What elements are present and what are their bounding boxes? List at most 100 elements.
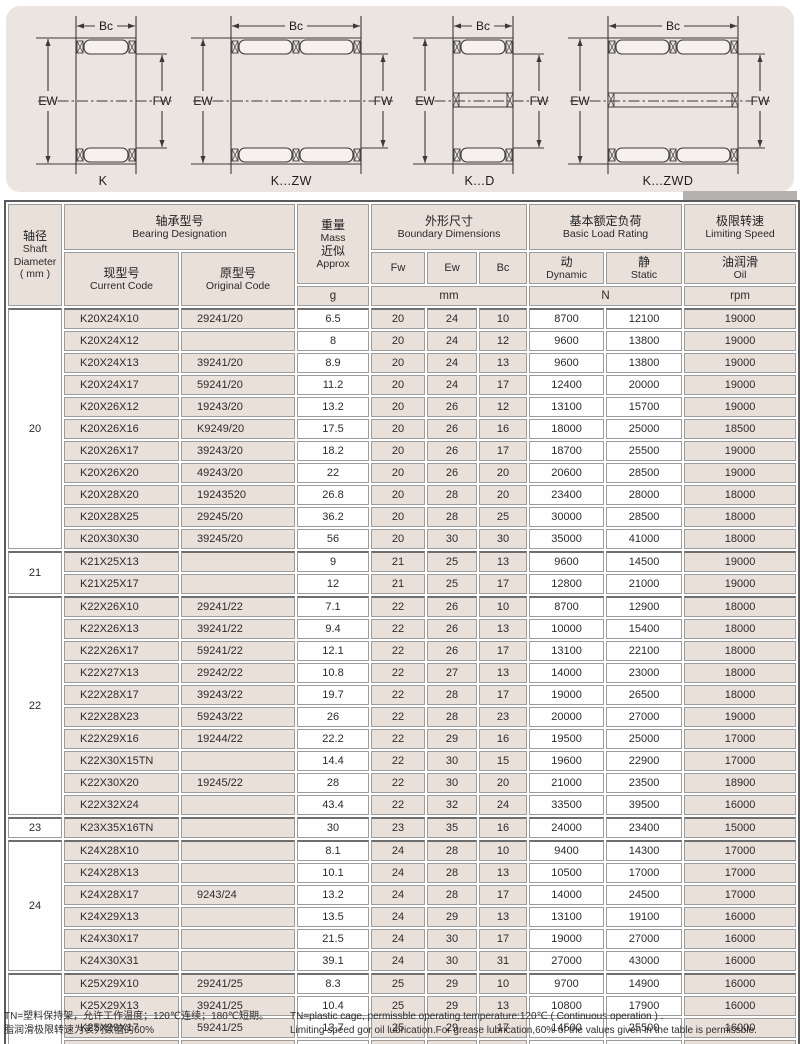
table-row: K22X28X17 39243/22 19.7 22 28 17 19000 26500 180… [8,685,797,705]
bearing-code-cell: K22X28X23 [64,707,179,727]
header-boundary-dimensions: 外形尺寸 Boundary Dimensions [371,204,528,250]
fw-cell: 24 [371,907,425,927]
static-load-cell: 23500 [606,773,683,793]
diagram-k-d: Bc EW FW K...D [407,10,553,188]
static-load-cell: 15400 [606,619,683,639]
bearing-code-cell: K20X24X12 [64,331,179,351]
dynamic-load-cell: 33500 [529,795,605,815]
mass-cell: 12.1 [297,641,369,661]
fw-cell: 22 [371,596,425,617]
bearing-code-cell: K20X24X13 [64,353,179,373]
diagram-k-zw: Bc EW FW K...ZW [185,10,397,188]
table-row: K20X24X17 59241/20 11.2 20 24 17 12400 20000 190… [8,375,797,395]
bc-cell: 10 [479,596,528,617]
original-code-cell: 29242/25 [181,1040,295,1044]
table-row: 23 K23X35X16TN 30 23 35 16 24000 23400 15000 [8,817,797,838]
ew-cell: 35 [427,817,477,838]
fw-cell: 24 [371,929,425,949]
mass-cell: 8 [297,331,369,351]
dynamic-load-cell: 9600 [529,551,605,572]
limiting-speed-cell: 19000 [684,551,797,572]
header-static-zh: 静 [638,254,651,269]
header-original-code: 原型号 Original Code [181,252,295,306]
bearing-diagram-k-d: Bc EW FW [407,10,553,181]
static-load-cell: 213000 [606,1040,683,1044]
mass-cell: 7.1 [297,596,369,617]
header-speed-en: Limiting Speed [705,227,775,240]
fw-cell: 22 [371,619,425,639]
bearing-diagram-k-zwd: Bc EW FW [562,10,774,181]
dynamic-load-cell: 9400 [529,840,605,861]
dynamic-load-cell: 12800 [529,574,605,594]
fw-cell: 24 [371,863,425,883]
svg-text:Bc: Bc [476,19,490,33]
diagram-k: Bc EW FW K [30,10,176,188]
ew-cell: 25 [427,551,477,572]
mass-cell: 10.1 [297,863,369,883]
bearing-code-cell: K20X26X20 [64,463,179,483]
table-row: K25X29X13 39241/25 10.4 25 29 13 10800 17900 160… [8,996,797,1016]
header-original-code-en: Original Code [205,279,271,292]
static-load-cell: 28000 [606,485,683,505]
ew-cell: 29 [427,729,477,749]
bc-cell: 13 [479,996,528,1016]
static-load-cell: 20000 [606,375,683,395]
table-row: 24 K24X28X10 8.1 24 28 10 9400 14300 17000 [8,840,797,971]
mass-cell: 13.7 [297,1018,369,1038]
static-load-cell: 25500 [606,1018,683,1038]
header-bearing-designation-en: Bearing Designation [132,227,227,240]
header-oil-en: Oil [733,268,747,281]
header-shaft-diameter-en2: Diameter [13,255,57,268]
dynamic-load-cell: 9600 [529,353,605,373]
ew-cell: 28 [427,707,477,727]
original-code-cell: 29241/20 [181,308,295,329]
bc-cell: 13 [479,663,528,683]
table-row: K20X26X16 K9249/20 17.5 20 26 16 18000 25000 185… [8,419,797,439]
table-row: K22X30X15TN 14.4 22 30 15 19600 22900 17000 [8,751,797,771]
mass-cell: 9 [297,551,369,572]
bc-cell: 13 [479,863,528,883]
bearing-code-cell: K24X29X13 [64,907,179,927]
mass-cell: 11.2 [297,375,369,395]
mass-cell: 39.1 [297,951,369,971]
fw-cell: 21 [371,574,425,594]
limiting-speed-cell: 17000 [684,863,797,883]
static-load-cell: 14500 [606,551,683,572]
bearing-code-cell: K22X26X10 [64,596,179,617]
dynamic-load-cell: 21000 [529,773,605,793]
header-shaft-diameter-en1: Shaft [22,243,48,256]
original-code-cell: 39241/20 [181,353,295,373]
table-row: K25X30X1329242/2512.92530131410021300016… [8,1040,797,1044]
bearing-code-cell: K20X26X12 [64,397,179,417]
limiting-speed-cell: 17000 [684,885,797,905]
mass-cell: 18.2 [297,441,369,461]
mass-cell: 12 [297,574,369,594]
ew-cell: 25 [427,574,477,594]
shaft-diameter-cell: 25 [8,973,62,1044]
bc-cell: 17 [479,1018,528,1038]
limiting-speed-cell: 15000 [684,817,797,838]
bc-cell: 17 [479,641,528,661]
static-load-cell: 14900 [606,973,683,994]
dynamic-load-cell: 10000 [529,619,605,639]
bearing-code-cell: K24X28X13 [64,863,179,883]
fw-cell: 25 [371,1040,425,1044]
bc-cell: 16 [479,419,528,439]
header-ew: Ew [427,252,477,284]
header-bc: Bc [479,252,528,284]
original-code-cell: 59241/20 [181,375,295,395]
table-body: 20 K20X24X10 29241/20 6.5 20 24 10 8700 12100 190… [8,308,797,1044]
original-code-cell: 39243/20 [181,441,295,461]
header-dynamic-en: Dynamic [546,268,587,281]
limiting-speed-cell: 16000 [684,951,797,971]
static-load-cell: 27000 [606,707,683,727]
header-shaft-diameter-unit: ( mm ) [19,268,51,281]
bc-cell: 15 [479,751,528,771]
bc-cell: 10 [479,308,528,329]
original-code-cell [181,551,295,572]
limiting-speed-cell: 16000 [684,795,797,815]
fw-cell: 20 [371,485,425,505]
ew-cell: 26 [427,397,477,417]
